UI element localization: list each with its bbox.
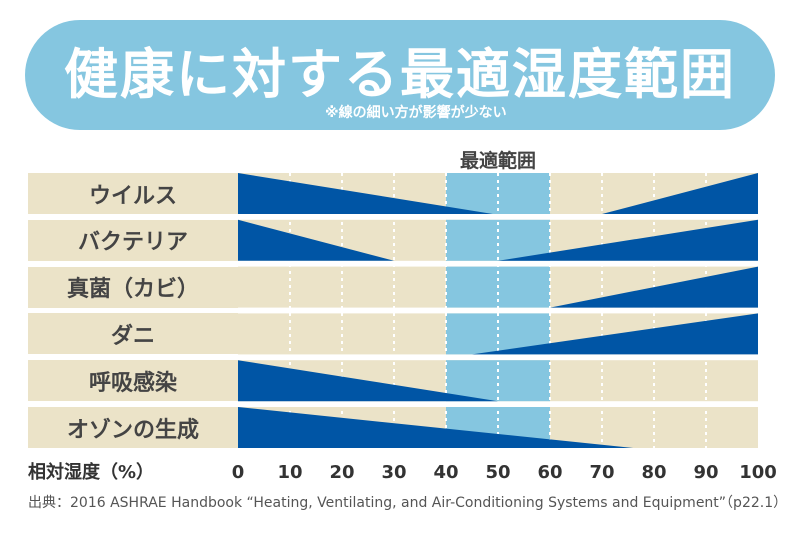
row-label: 真菌（カビ） (28, 266, 238, 308)
x-tick-label: 20 (329, 462, 354, 483)
x-tick-label: 90 (693, 462, 718, 483)
wedge (472, 313, 758, 355)
wedge (238, 219, 394, 261)
x-tick-label: 80 (641, 462, 666, 483)
x-tick-label: 0 (232, 462, 245, 483)
title-banner: 健康に対する最適湿度範囲 ※線の細い方が影響が少ない (25, 20, 775, 130)
wedge (550, 266, 758, 308)
optimal-band (446, 219, 550, 261)
chart-subtitle: ※線の細い方が影響が少ない (325, 105, 507, 121)
x-tick-label: 60 (537, 462, 562, 483)
x-axis-label: 相対湿度（%） (28, 462, 155, 483)
optimal-band (446, 360, 550, 402)
wedge (602, 173, 758, 214)
source-note: 出典：2016 ASHRAE Handbook “Heating, Ventil… (28, 495, 788, 511)
row-label: オゾンの生成 (28, 407, 238, 448)
x-tick-label: 100 (739, 462, 777, 483)
wedge (238, 360, 498, 402)
x-tick-label: 40 (433, 462, 458, 483)
optimal-range-label: 最適範囲 (459, 150, 536, 172)
row-label: ウイルス (28, 173, 238, 214)
optimal-band (446, 173, 550, 214)
wedge (498, 219, 758, 261)
x-tick-label: 10 (277, 462, 302, 483)
x-tick-label: 70 (589, 462, 614, 483)
chart-title: 健康に対する最適湿度範囲 (64, 43, 736, 106)
row-label: ダニ (28, 313, 238, 355)
row-label: バクテリア (28, 219, 238, 261)
x-tick-label: 50 (485, 462, 510, 483)
wedge (238, 173, 493, 214)
row-label: 呼吸感染 (28, 360, 238, 402)
wedge (238, 407, 634, 448)
x-tick-label: 30 (381, 462, 406, 483)
